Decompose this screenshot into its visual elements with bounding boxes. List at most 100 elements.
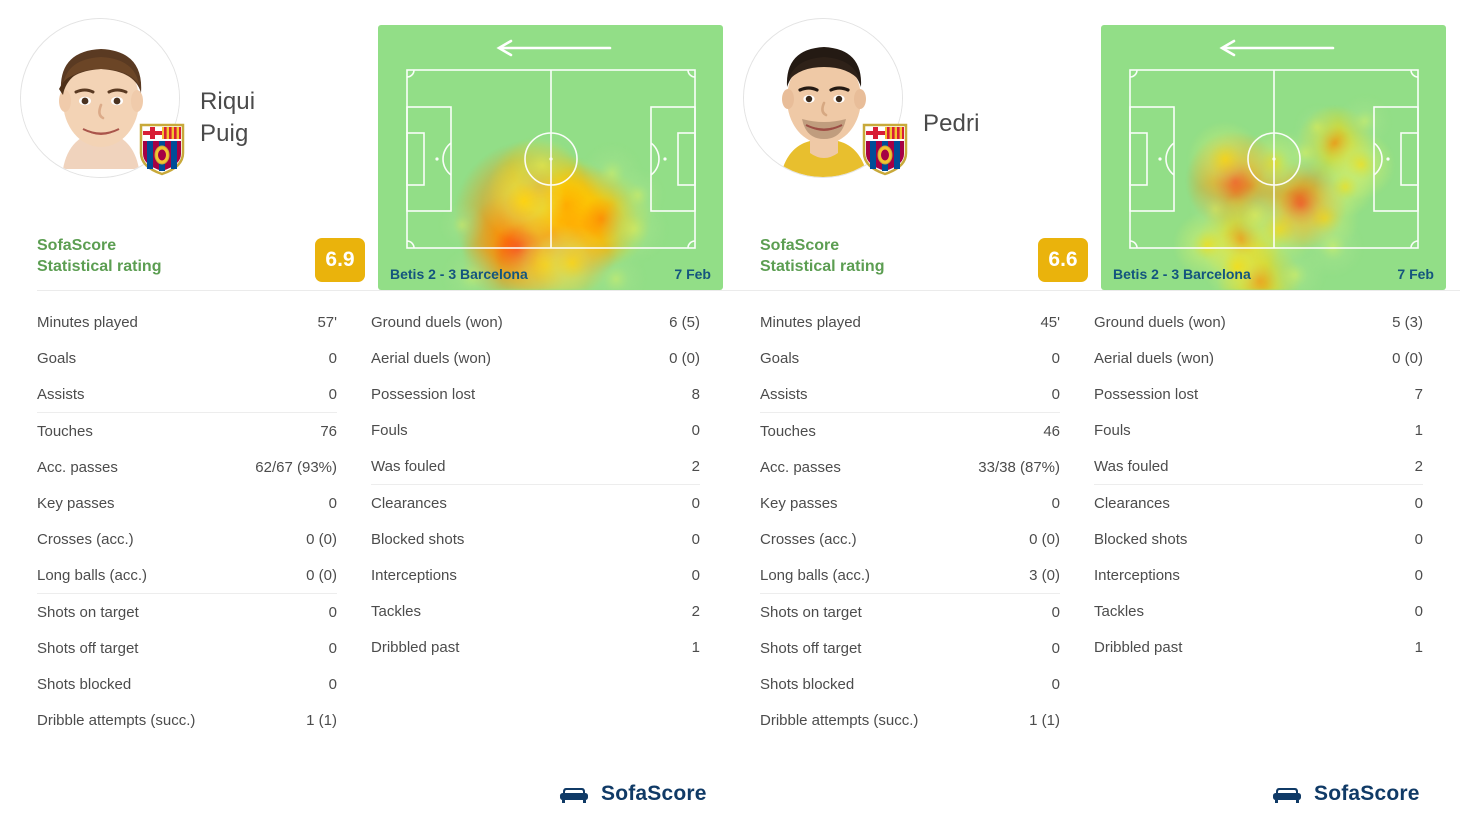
stat-group: Minutes played 57' Goals 0 Assists 0 [37,304,337,412]
stats-container: Minutes played 45' Goals 0 Assists 0 [723,304,1446,738]
player-panel-2: Pedri SofaScore Statistical rating 6.6 [723,0,1460,763]
sofa-icon [559,783,589,805]
stat-label: Key passes [760,494,838,512]
fc-barcelona-crest-icon [861,122,909,176]
stat-label: Interceptions [1094,566,1180,584]
stat-value: 3 (0) [1029,566,1060,584]
stat-value: 0 (0) [1392,349,1423,367]
stat-group: Clearances 0 Blocked shots 0 Interceptio… [1094,484,1423,665]
stat-group: Clearances 0 Blocked shots 0 Interceptio… [371,484,700,665]
stat-value: 0 [328,494,337,512]
stat-value: 1 [691,638,700,656]
header-divider [760,290,1460,291]
stat-label: Dribbled past [371,638,460,656]
stat-label: Acc. passes [37,458,118,476]
stat-value: 7 [1414,385,1423,403]
stat-label: Shots off target [37,639,139,657]
stat-value: 0 [1414,494,1423,512]
rating-label: SofaScore Statistical rating [760,235,884,277]
stat-label: Clearances [371,494,447,512]
stat-row: Aerial duels (won) 0 (0) [371,340,700,376]
stat-column-1: Minutes played 57' Goals 0 Assists 0 [0,304,361,738]
stat-value: 0 [328,675,337,693]
footer-logo-left[interactable]: SofaScore [559,782,707,806]
match-score-label: Betis 2 - 3 Barcelona [390,266,528,282]
stat-value: 57' [317,313,337,331]
avatar-ring [20,18,180,178]
stat-value: 0 [1051,349,1060,367]
stat-row: Key passes 0 [37,485,337,521]
match-score-label: Betis 2 - 3 Barcelona [1113,266,1251,282]
stat-group: Minutes played 45' Goals 0 Assists 0 [760,304,1060,412]
player-header: Pedri SofaScore Statistical rating 6.6 [723,0,1101,290]
stat-label: Ground duels (won) [1094,313,1226,331]
footer-logo-right[interactable]: SofaScore [1272,782,1420,806]
stat-row: Was fouled 2 [1094,448,1423,484]
stat-value: 0 [328,639,337,657]
stat-value: 8 [691,385,700,403]
stat-row: Shots off target 0 [760,630,1060,666]
stat-value: 0 [1051,675,1060,693]
stat-row: Tackles 0 [1094,593,1423,629]
stat-label: Was fouled [1094,457,1169,475]
stat-value: 5 (3) [1392,313,1423,331]
stat-group: Touches 46 Acc. passes 33/38 (87%) Key p… [760,412,1060,593]
stat-row: Was fouled 2 [371,448,700,484]
stat-value: 0 (0) [1029,530,1060,548]
heatmap-card[interactable]: Betis 2 - 3 Barcelona 7 Feb [1101,25,1446,290]
pitch-markings [1129,69,1419,249]
stat-row: Shots blocked 0 [760,666,1060,702]
stat-value: 0 [328,603,337,621]
header-divider [37,290,777,291]
stat-value: 0 [1051,494,1060,512]
stat-row: Aerial duels (won) 0 (0) [1094,340,1423,376]
stat-value: 0 [1414,566,1423,584]
rating-label-line1: SofaScore [760,237,840,254]
stat-value: 46 [1043,422,1060,440]
stat-label: Assists [760,385,808,403]
avatar[interactable] [743,18,908,178]
stat-label: Aerial duels (won) [371,349,492,367]
stat-value: 0 [691,421,700,439]
footer-logo-text: SofaScore [1314,782,1420,805]
stat-group: Shots on target 0 Shots off target 0 Sho… [760,593,1060,738]
stat-label: Shots blocked [37,675,132,693]
stat-label: Clearances [1094,494,1170,512]
heatmap-card[interactable]: Betis 2 - 3 Barcelona 7 Feb [378,25,723,290]
stat-row: Acc. passes 62/67 (93%) [37,449,337,485]
stat-label: Shots on target [760,603,862,621]
match-info: Betis 2 - 3 Barcelona 7 Feb [1101,266,1446,282]
stat-value: 0 [1414,602,1423,620]
player-name: Pedri [923,110,980,137]
stat-column-1: Minutes played 45' Goals 0 Assists 0 [723,304,1084,738]
stats-container: Minutes played 57' Goals 0 Assists 0 [0,304,723,738]
footer-logo-text: SofaScore [601,782,707,805]
avatar[interactable] [20,18,185,178]
stat-row: Long balls (acc.) 0 (0) [37,557,337,593]
stat-row: Shots blocked 0 [37,666,337,702]
stat-label: Dribbled past [1094,638,1183,656]
stat-group: Touches 76 Acc. passes 62/67 (93%) Key p… [37,412,337,593]
stat-value: 6 (5) [669,313,700,331]
stat-label: Fouls [371,421,408,439]
stat-row: Possession lost 8 [371,376,700,412]
match-date: 7 Feb [1397,266,1434,282]
arrow-left-icon [1101,37,1446,59]
stat-value: 45' [1040,313,1060,331]
stat-label: Assists [37,385,85,403]
stat-value: 0 (0) [306,530,337,548]
stat-value: 0 [691,530,700,548]
stat-label: Dribble attempts (succ.) [760,711,919,729]
stat-row: Crosses (acc.) 0 (0) [37,521,337,557]
stat-label: Touches [37,422,93,440]
stat-label: Was fouled [371,457,446,475]
stat-row: Acc. passes 33/38 (87%) [760,449,1060,485]
stat-label: Crosses (acc.) [37,530,134,548]
stat-value: 2 [1414,457,1423,475]
player-photo-riqui-puig [21,19,179,177]
stat-value: 1 (1) [1029,711,1060,729]
stat-row: Shots on target 0 [37,594,337,630]
stat-group: Ground duels (won) 5 (3) Aerial duels (w… [1094,304,1423,484]
stat-value: 2 [691,457,700,475]
